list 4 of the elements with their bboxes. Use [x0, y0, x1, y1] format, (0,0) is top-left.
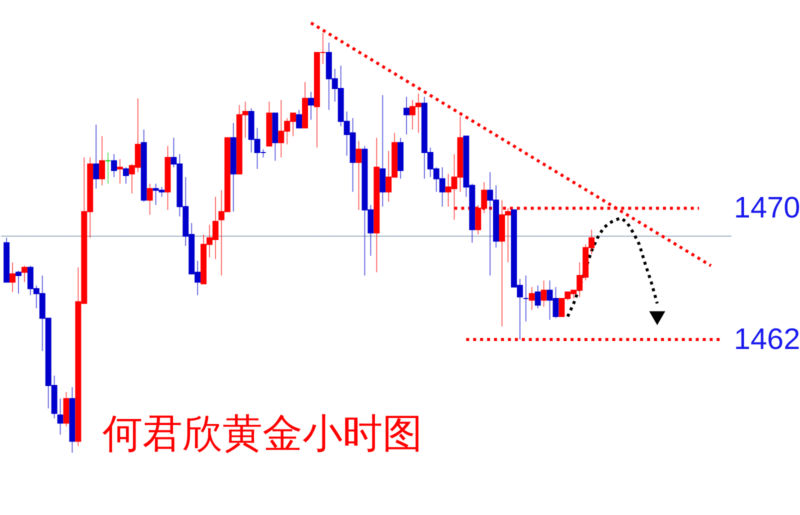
y-tick-label: 1462	[734, 322, 800, 356]
y-tick-label: 1470	[734, 192, 800, 225]
line-series	[566, 216, 659, 318]
text: 何君欣黄金小时图	[102, 410, 422, 457]
